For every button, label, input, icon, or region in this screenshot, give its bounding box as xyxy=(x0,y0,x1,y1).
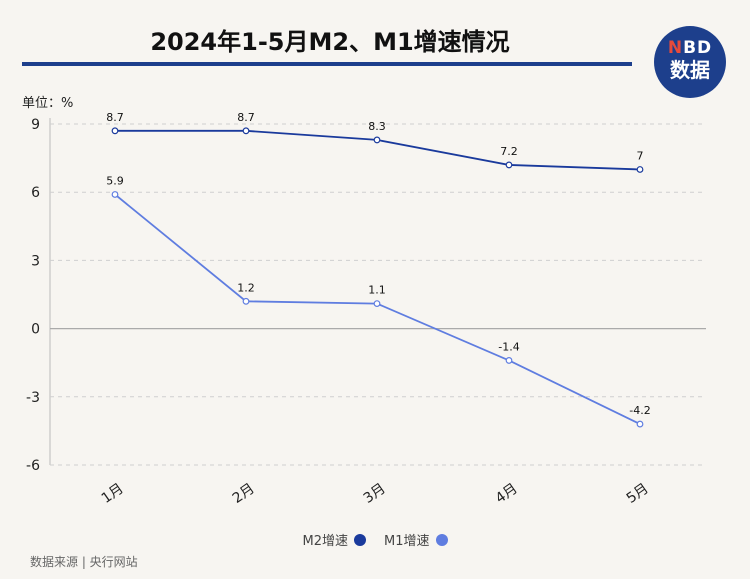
data-point-m2 xyxy=(636,166,644,173)
data-point-m1 xyxy=(111,191,119,198)
legend-item-m2: M2增速 xyxy=(302,530,366,549)
legend-marker-m1 xyxy=(435,533,448,546)
data-point-m2 xyxy=(242,127,250,135)
data-point-m2 xyxy=(373,136,381,144)
data-point-m2 xyxy=(505,161,513,169)
data-label-m1: 1.1 xyxy=(368,284,386,297)
data-point-m1 xyxy=(242,297,250,305)
data-label-m2: 8.7 xyxy=(237,111,255,124)
data-label-m2: 7 xyxy=(637,149,644,162)
legend-label-m1: M1增速 xyxy=(384,534,430,549)
data-point-m1 xyxy=(505,357,513,364)
data-label-m1: 5.9 xyxy=(106,174,124,187)
data-point-m2 xyxy=(111,127,119,135)
y-tick-label: -3 xyxy=(26,390,40,406)
y-tick-label: 0 xyxy=(31,322,40,338)
x-tick-label: 4月 xyxy=(493,481,521,507)
title-underline xyxy=(22,62,632,66)
x-tick-label: 2月 xyxy=(230,481,258,507)
unit-label: 单位：% xyxy=(22,96,74,111)
nbd-logo: NBD 数据 xyxy=(654,26,726,98)
data-source: 数据来源 | 央行网站 xyxy=(30,555,138,569)
x-tick-label: 1月 xyxy=(99,481,127,507)
data-label-m1: -4.2 xyxy=(629,404,650,417)
data-label-m2: 8.7 xyxy=(106,111,124,124)
legend: M2增速 M1增速 xyxy=(0,530,750,549)
legend-item-m1: M1增速 xyxy=(384,530,448,549)
data-point-m1 xyxy=(636,420,644,428)
x-tick-label: 3月 xyxy=(361,481,389,507)
legend-label-m2: M2增速 xyxy=(302,534,349,549)
chart-title: 2024年1-5月M2、M1增速情况 xyxy=(150,28,510,56)
series-line-m1 xyxy=(114,193,641,425)
data-label-m1: -1.4 xyxy=(498,340,519,353)
legend-marker-m2 xyxy=(354,533,366,546)
data-label-m2: 7.2 xyxy=(500,145,518,158)
data-label-m1: 1.2 xyxy=(237,281,255,294)
x-tick-label: 5月 xyxy=(624,481,652,507)
y-tick-label: -6 xyxy=(26,458,40,474)
data-point-m1 xyxy=(373,300,381,307)
y-tick-label: 9 xyxy=(31,117,40,133)
y-tick-label: 3 xyxy=(31,253,40,269)
y-tick-label: 6 xyxy=(31,185,40,201)
data-label-m2: 8.3 xyxy=(368,120,386,133)
